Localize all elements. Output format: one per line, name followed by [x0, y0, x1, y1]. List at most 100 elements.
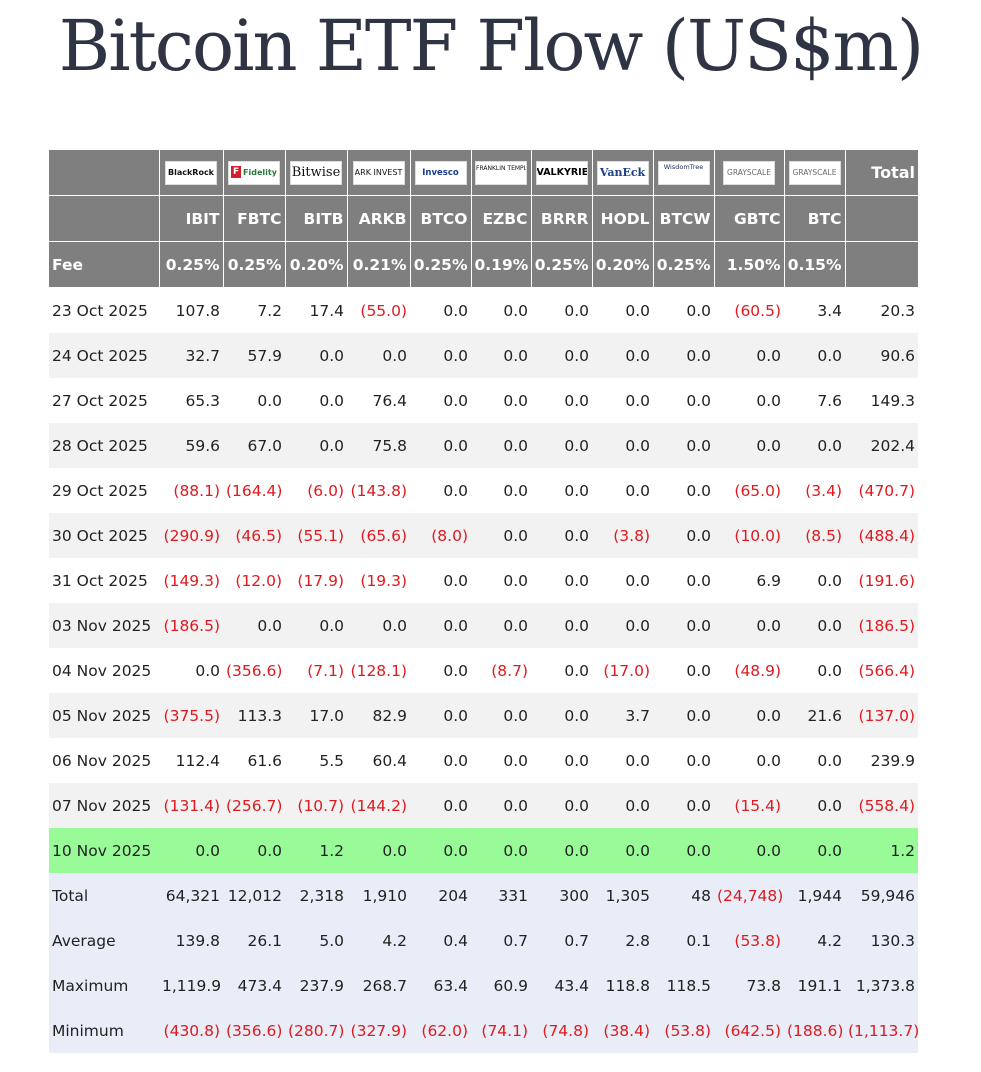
flow-cell: 0.0 — [784, 648, 845, 693]
flow-cell: 82.9 — [347, 693, 410, 738]
flow-cell: (164.4) — [223, 468, 285, 513]
fee-cell: 0.25% — [159, 241, 224, 288]
fee-cell: 0.25% — [410, 241, 472, 288]
valkyrie-logo-icon: VALKYRIE — [535, 160, 588, 185]
flow-cell: (8.7) — [471, 648, 531, 693]
flow-cell: 3.4 — [784, 287, 845, 333]
flow-cell: 0.0 — [592, 468, 653, 513]
ticker-corner-cell — [49, 195, 160, 242]
row-total-cell: (488.4) — [845, 513, 918, 558]
issuer-logo-cell: ARK INVEST — [347, 150, 411, 196]
flow-cell: 60.4 — [347, 738, 410, 783]
flow-cell: 0.0 — [714, 828, 784, 873]
issuer-logo-cell: BlackRock — [159, 150, 224, 196]
ticker-ezbc: EZBC — [471, 195, 532, 242]
table-row: 06 Nov 2025 112.4 61.6 5.5 60.4 0.0 0.0 0.0 0.0 0… — [49, 738, 918, 783]
flow-cell: (17.9) — [285, 558, 347, 603]
flow-cell: (7.1) — [285, 648, 347, 693]
flow-cell: (3.4) — [784, 468, 845, 513]
flow-cell: (12.0) — [223, 558, 285, 603]
row-date: 04 Nov 2025 — [49, 648, 159, 693]
flow-cell: 0.0 — [285, 333, 347, 378]
ticker-arkb: ARKB — [347, 195, 411, 242]
flow-cell: 0.0 — [653, 468, 714, 513]
flow-cell: 0.0 — [653, 828, 714, 873]
fee-cell: 0.25% — [531, 241, 593, 288]
stat-cell: 204 — [410, 873, 471, 918]
stat-cell: (74.1) — [471, 1008, 531, 1053]
stat-cell: 64,321 — [159, 873, 223, 918]
stat-cell: 12,012 — [223, 873, 285, 918]
stat-cell: (188.6) — [784, 1008, 845, 1053]
stat-cell: (62.0) — [410, 1008, 471, 1053]
ticker-brrr: BRRR — [531, 195, 593, 242]
table-row: 27 Oct 2025 65.3 0.0 0.0 76.4 0.0 0.0 0.0 0.0 0.0… — [49, 378, 918, 423]
row-date: 06 Nov 2025 — [49, 738, 159, 783]
flow-cell: 0.0 — [531, 738, 592, 783]
flow-cell: 0.0 — [592, 423, 653, 468]
flow-cell: (10.7) — [285, 783, 347, 828]
stat-cell: 237.9 — [285, 963, 347, 1008]
flow-cell: 17.0 — [285, 693, 347, 738]
ticker-row: IBIT FBTC BITB ARKB BTCO EZBC BRRR HODL BTCW GBTC… — [49, 195, 918, 242]
flow-cell: 0.0 — [714, 423, 784, 468]
flow-cell: 0.0 — [471, 693, 531, 738]
stat-cell: 331 — [471, 873, 531, 918]
flow-cell: 0.0 — [531, 603, 592, 648]
flow-cell: (256.7) — [223, 783, 285, 828]
stat-cell: 0.1 — [653, 918, 714, 963]
stat-cell: 1,373.8 — [845, 963, 918, 1008]
flow-cell: 7.6 — [784, 378, 845, 423]
stat-cell: 26.1 — [223, 918, 285, 963]
franklin-templeton-logo-icon: FRANKLIN TEMPLETON — [475, 160, 527, 185]
flow-cell: 0.0 — [471, 738, 531, 783]
flow-cell: 0.0 — [653, 783, 714, 828]
flow-cell: 0.0 — [531, 468, 592, 513]
ticker-fbtc: FBTC — [223, 195, 286, 242]
flow-cell: 0.0 — [347, 828, 410, 873]
stat-cell: 59,946 — [845, 873, 918, 918]
issuer-logo-cell: F Fidelity — [223, 150, 286, 196]
stat-cell: 60.9 — [471, 963, 531, 1008]
flow-cell: (60.5) — [714, 287, 784, 333]
flow-cell: (8.0) — [410, 513, 471, 558]
logo-text: Fidelity — [243, 167, 277, 177]
stat-cell: 0.7 — [531, 918, 592, 963]
flow-cell: 0.0 — [714, 693, 784, 738]
stat-cell: (74.8) — [531, 1008, 592, 1053]
fee-cell: 0.20% — [285, 241, 348, 288]
stat-cell: 1,119.9 — [159, 963, 223, 1008]
flow-cell: 0.0 — [410, 333, 471, 378]
row-total-cell: 149.3 — [845, 378, 918, 423]
flow-cell: 5.5 — [285, 738, 347, 783]
flow-cell: 0.0 — [159, 648, 223, 693]
issuer-logo-row: BlackRock F Fidelity Bitwise ARK INVEST Inves… — [49, 150, 918, 196]
flow-cell: 0.0 — [471, 333, 531, 378]
table-row: 24 Oct 2025 32.7 57.9 0.0 0.0 0.0 0.0 0.0 0.0 0.0… — [49, 333, 918, 378]
stat-cell: 2,318 — [285, 873, 347, 918]
flow-cell: (375.5) — [159, 693, 223, 738]
flow-cell: (65.0) — [714, 468, 784, 513]
stat-cell: 2.8 — [592, 918, 653, 963]
flow-cell: (8.5) — [784, 513, 845, 558]
flow-cell: 61.6 — [223, 738, 285, 783]
flow-cell: 0.0 — [471, 423, 531, 468]
flow-cell: 0.0 — [471, 603, 531, 648]
stat-cell: (642.5) — [714, 1008, 784, 1053]
stat-label: Minimum — [49, 1008, 159, 1053]
flow-cell: 65.3 — [159, 378, 223, 423]
flow-cell: 0.0 — [471, 287, 531, 333]
ark-invest-logo-icon: ARK INVEST — [352, 160, 405, 185]
flow-cell: 0.0 — [592, 828, 653, 873]
flow-cell: 0.0 — [714, 603, 784, 648]
stat-row-average: Average 139.8 26.1 5.0 4.2 0.4 0.7 0.7 2.8 0.1 (53… — [49, 918, 918, 963]
stat-row-maximum: Maximum 1,119.9 473.4 237.9 268.7 63.4 60.9 43.… — [49, 963, 918, 1008]
flow-cell: (10.0) — [714, 513, 784, 558]
flow-cell: 0.0 — [592, 378, 653, 423]
issuer-logo-cell: Invesco — [410, 150, 472, 196]
flow-cell: 0.0 — [410, 378, 471, 423]
stat-cell: 73.8 — [714, 963, 784, 1008]
flow-cell: (149.3) — [159, 558, 223, 603]
stat-cell: 0.7 — [471, 918, 531, 963]
flow-cell: (65.6) — [347, 513, 410, 558]
